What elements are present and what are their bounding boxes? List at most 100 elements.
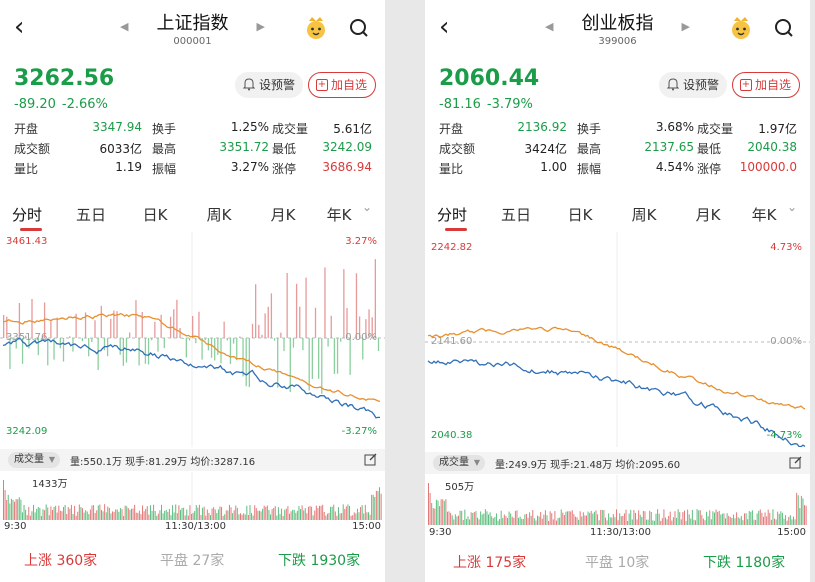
volume-bar-down [507,517,508,525]
plus-icon: + [740,79,752,91]
volume-bar-up [247,514,249,520]
back-arrow-icon[interactable]: ‹ [439,12,450,42]
volume-bar-up [40,515,42,520]
set-alert-button[interactable]: 设预警 [235,72,304,98]
volume-info: 量:249.9万 现手:21.48万 均价:2095.60 [495,460,681,471]
change-percent: -2.66% [61,97,108,112]
tab-0[interactable]: 分时 [11,206,42,224]
volume-bar-down [698,510,700,525]
volume-bar-down [695,520,697,525]
edit-icon[interactable] [364,453,377,466]
volume-bar-up [762,516,764,525]
index-panel-chinext: ‹ ◀ 创业板指 399006 ▶ 2060.44 -81.16 -3.79% 设… [425,0,810,582]
search-icon[interactable] [349,18,369,38]
volume-bar-down [63,506,65,520]
volume-bar-down [105,512,107,520]
volume-bar-down [161,504,162,520]
mascot-icon[interactable] [728,15,754,41]
add-watchlist-button[interactable]: + 加自选 [308,72,377,98]
tab-3[interactable]: 周K [206,206,232,224]
volume-bar-down [465,518,467,525]
mascot-icon[interactable] [303,15,329,41]
volume-bar-down [276,515,278,520]
volume-bar-down [21,512,23,520]
volume-bar-down [217,509,219,520]
bearish-bar [336,338,339,374]
next-index-icon[interactable]: ▶ [681,20,690,33]
tab-4[interactable]: 月K [270,206,296,224]
tab-2[interactable]: 日K [142,206,168,224]
chevron-down-icon[interactable]: ⌄ [362,200,373,214]
volume-bar-down [731,518,733,525]
back-arrow-icon[interactable]: ‹ [14,12,25,42]
edit-icon[interactable] [789,456,802,469]
stat-value: 2136.92 [517,120,567,134]
tab-3[interactable]: 周K [631,206,657,224]
volume-bar-up [124,505,126,520]
volume-bar-down [37,506,39,520]
set-alert-button[interactable]: 设预警 [659,72,728,98]
volume-bar-up [543,514,545,525]
volume-bar-down [331,506,333,520]
volume-selector[interactable]: 成交量 ▼ [433,455,485,471]
volume-bar-up [145,508,147,520]
volume-bar-up [769,512,771,525]
volume-bar-up [360,507,362,520]
volume-selector[interactable]: 成交量 ▼ [8,452,60,468]
volume-bar-up [192,512,194,520]
volume-bar-up [107,506,109,520]
volume-bar-down [270,514,272,520]
volume-bar-down [252,515,254,520]
tab-0[interactable]: 分时 [436,206,467,224]
add-watchlist-button[interactable]: + 加自选 [732,72,801,98]
volume-bar-down [750,511,752,525]
volume-bar-up [470,512,472,525]
volume-bar-down [443,500,445,525]
volume-bar-down [31,511,33,520]
chevron-down-icon: ▼ [473,458,480,467]
volume-bar-up [59,510,61,520]
bullish-bar [129,332,131,338]
volume-bar-up [123,515,125,520]
bearish-bar [144,338,147,364]
volume-bar-down [772,509,774,525]
bearish-bar [147,338,150,365]
bullish-bar [141,311,143,338]
current-price: 3262.56 [14,66,115,91]
volume-bar-up [622,515,624,525]
tab-5[interactable]: 年K [326,206,352,224]
index-code: 399006 [598,36,637,47]
tab-4[interactable]: 月K [695,206,721,224]
volume-bar-up [69,508,71,520]
tab-1[interactable]: 五日 [500,206,531,224]
volume-bar-up [258,510,260,520]
volume-bar-down [751,510,753,525]
search-icon[interactable] [774,18,794,38]
time-mid: 11:30/13:00 [590,527,652,538]
volume-bar-up [371,494,373,520]
bearish-bar [289,338,291,393]
next-index-icon[interactable]: ▶ [256,20,265,33]
bullish-bar [173,309,175,338]
prev-index-icon[interactable]: ◀ [545,20,554,33]
volume-bar-down [483,513,485,525]
volume-bar-up [759,509,761,525]
volume-bar-up [736,512,738,525]
volume-bar-down [494,516,496,525]
volume-bar-up [4,490,6,520]
prev-index-icon[interactable]: ◀ [120,20,129,33]
tab-5[interactable]: 年K [751,206,777,224]
volume-bar-down [164,510,166,520]
volume-bar-down [546,515,548,525]
tab-2[interactable]: 日K [567,206,593,224]
volume-bar-up [143,511,145,520]
chevron-down-icon[interactable]: ⌄ [787,200,798,214]
tab-1[interactable]: 五日 [75,206,106,224]
price-change: -89.20 -2.66% [14,97,114,112]
bearish-bar [103,338,106,351]
volume-bar-up [462,519,464,525]
volume-bar-down [742,520,744,525]
volume-bar-up [702,518,704,525]
stat-value: 1.97亿 [758,122,797,136]
volume-bar-up [44,510,46,520]
